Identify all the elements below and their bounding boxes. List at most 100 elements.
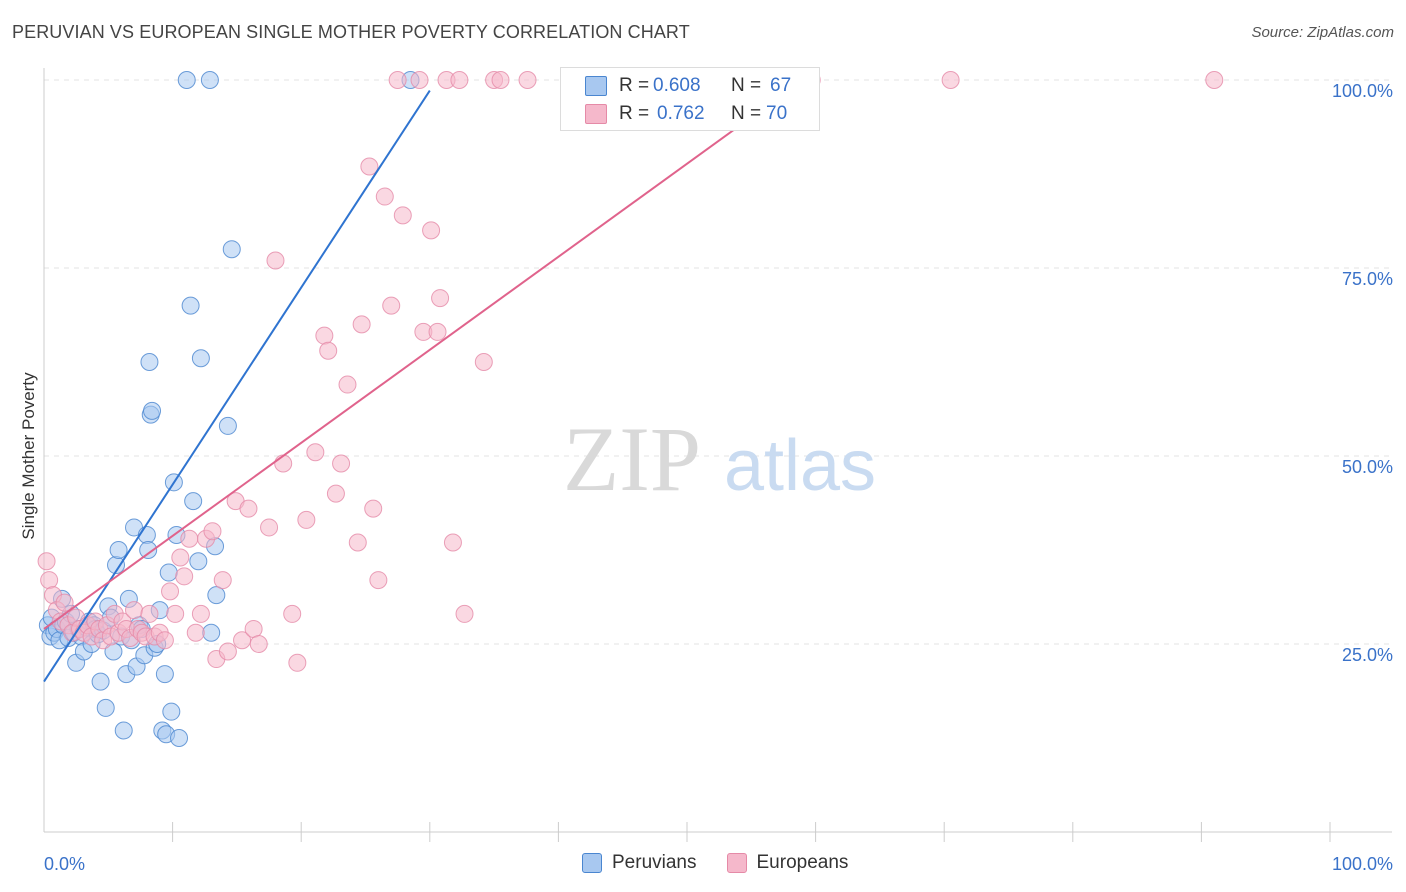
peruvian-point[interactable] bbox=[91, 672, 110, 691]
european-point[interactable] bbox=[191, 604, 210, 623]
european-point[interactable] bbox=[171, 548, 190, 567]
y-tick-label: 100.0% bbox=[1332, 81, 1393, 101]
peruvian-point[interactable] bbox=[159, 563, 178, 582]
legend-label-peruvians: Peruvians bbox=[612, 852, 697, 873]
european-point[interactable] bbox=[140, 604, 159, 623]
peruvian-point[interactable] bbox=[181, 296, 200, 315]
peruvian-point[interactable] bbox=[109, 541, 128, 559]
european-point[interactable] bbox=[1205, 71, 1224, 89]
european-point[interactable] bbox=[431, 289, 450, 308]
european-point[interactable] bbox=[338, 375, 357, 394]
european-point[interactable] bbox=[382, 296, 401, 315]
european-point[interactable] bbox=[388, 71, 407, 89]
european-point[interactable] bbox=[518, 71, 537, 89]
europeans-swatch bbox=[585, 104, 607, 124]
european-point[interactable] bbox=[360, 157, 379, 176]
european-point[interactable] bbox=[474, 353, 493, 371]
european-point[interactable] bbox=[443, 533, 462, 552]
peruvian-point[interactable] bbox=[189, 552, 208, 571]
peruvians-swatch bbox=[585, 76, 607, 96]
watermark-zip: ZIP bbox=[563, 408, 701, 510]
watermark-atlas: atlas bbox=[724, 426, 876, 506]
y-tick-label: 50.0% bbox=[1342, 457, 1393, 477]
european-point[interactable] bbox=[239, 499, 258, 518]
european-point[interactable] bbox=[348, 533, 367, 552]
european-point[interactable] bbox=[450, 71, 469, 89]
european-point[interactable] bbox=[941, 71, 960, 89]
european-point[interactable] bbox=[352, 315, 371, 334]
peruvian-point[interactable] bbox=[202, 623, 221, 642]
chart-source: Source: ZipAtlas.com bbox=[1251, 24, 1394, 41]
european-point[interactable] bbox=[161, 582, 180, 601]
europeans-n-label: N = bbox=[731, 103, 762, 124]
european-point[interactable] bbox=[319, 341, 338, 360]
european-point[interactable] bbox=[332, 454, 351, 473]
european-point[interactable] bbox=[393, 206, 412, 225]
peruvian-point[interactable] bbox=[207, 586, 226, 605]
trend-lines bbox=[43, 79, 804, 683]
european-point[interactable] bbox=[186, 623, 205, 642]
european-point[interactable] bbox=[491, 71, 510, 89]
y-tick-label: 75.0% bbox=[1342, 269, 1393, 289]
european-point[interactable] bbox=[455, 604, 474, 623]
european-point[interactable] bbox=[369, 571, 388, 590]
peruvian-point[interactable] bbox=[200, 71, 219, 89]
peruvian-point[interactable] bbox=[143, 401, 162, 420]
europeans-r-value: 0.762 bbox=[657, 103, 705, 124]
peruvian-point[interactable] bbox=[96, 698, 115, 717]
legend-label-europeans: Europeans bbox=[756, 852, 849, 873]
european-point[interactable] bbox=[244, 619, 263, 638]
peruvians-r-value: 0.608 bbox=[653, 75, 701, 96]
european-point[interactable] bbox=[260, 518, 279, 537]
european-point[interactable] bbox=[283, 604, 302, 623]
peruvian-point[interactable] bbox=[222, 240, 241, 259]
european-point[interactable] bbox=[288, 653, 307, 672]
european-point[interactable] bbox=[422, 221, 441, 240]
european-point[interactable] bbox=[40, 571, 59, 590]
european-point[interactable] bbox=[233, 631, 252, 650]
peruvian-point[interactable] bbox=[114, 721, 133, 740]
peruvian-point[interactable] bbox=[139, 541, 158, 559]
peruvian-point[interactable] bbox=[155, 665, 174, 684]
stats-legend: R = 0.608 N = 67 R = 0.762 N = 70 bbox=[560, 67, 820, 131]
legend-item-peruvians[interactable]: Peruvians bbox=[582, 852, 697, 874]
tick-labels: 25.0% 50.0% 75.0% 100.0% 0.0% 100.0% bbox=[44, 81, 1393, 874]
european-point[interactable] bbox=[306, 443, 325, 462]
european-point[interactable] bbox=[274, 454, 293, 473]
peruvian-point[interactable] bbox=[184, 492, 203, 511]
peruvian-point[interactable] bbox=[162, 702, 181, 721]
european-point[interactable] bbox=[213, 571, 232, 590]
european-point[interactable] bbox=[375, 187, 394, 206]
european-point[interactable] bbox=[180, 529, 199, 548]
legend-swatch-peruvians bbox=[582, 853, 602, 873]
peruvian-point[interactable] bbox=[170, 729, 189, 747]
european-point[interactable] bbox=[428, 322, 447, 341]
european-point[interactable] bbox=[364, 499, 383, 518]
european-point[interactable] bbox=[326, 484, 345, 503]
european-point[interactable] bbox=[249, 635, 268, 653]
european-point[interactable] bbox=[37, 552, 56, 571]
grid bbox=[44, 79, 1392, 645]
x-tick-label-min: 0.0% bbox=[44, 854, 85, 874]
peruvian-point[interactable] bbox=[191, 349, 210, 368]
european-point[interactable] bbox=[297, 510, 316, 529]
peruvian-point[interactable] bbox=[218, 416, 237, 435]
european-point[interactable] bbox=[410, 71, 429, 89]
europeans-n-value: 70 bbox=[766, 103, 788, 124]
european-point[interactable] bbox=[266, 251, 285, 270]
europeans-r-label: R = bbox=[619, 103, 650, 124]
european-point[interactable] bbox=[155, 631, 174, 650]
european-point[interactable] bbox=[175, 567, 194, 586]
european-point[interactable] bbox=[203, 522, 222, 541]
peruvian-point[interactable] bbox=[140, 353, 159, 371]
european-point[interactable] bbox=[55, 593, 74, 612]
peruvians-n-value: 67 bbox=[770, 75, 792, 96]
peruvian-point[interactable] bbox=[137, 525, 156, 544]
legend-item-europeans[interactable]: Europeans bbox=[726, 852, 849, 874]
european-point[interactable] bbox=[166, 604, 185, 623]
european-point[interactable] bbox=[125, 601, 144, 620]
european-point[interactable] bbox=[218, 642, 237, 661]
peruvian-point[interactable] bbox=[177, 71, 196, 89]
european-point[interactable] bbox=[315, 326, 334, 345]
